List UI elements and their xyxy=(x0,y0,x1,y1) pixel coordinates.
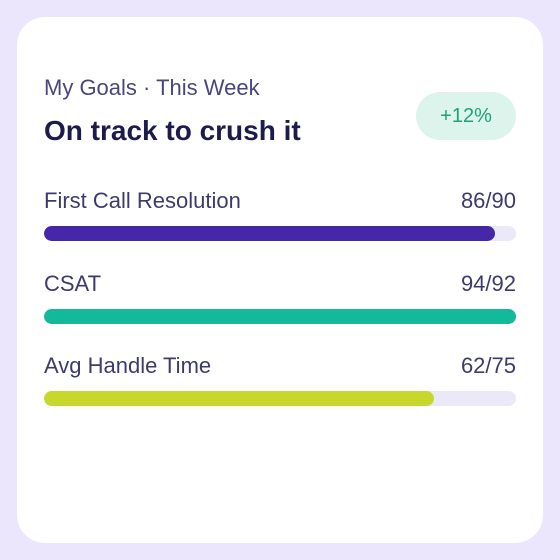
goals-card: My Goals · This Week On track to crush i… xyxy=(17,17,543,543)
goal-header: First Call Resolution 86/90 xyxy=(44,188,516,216)
progress-track xyxy=(44,391,516,406)
progress-track xyxy=(44,226,516,241)
progress-bar xyxy=(44,226,496,241)
goal-label: Avg Handle Time xyxy=(44,353,212,378)
goal-row: CSAT 94/92 xyxy=(44,271,516,324)
goal-label: First Call Resolution xyxy=(44,188,241,213)
goal-progress: 62/75 xyxy=(460,353,516,378)
goal-progress: 86/90 xyxy=(460,188,516,213)
progress-bar xyxy=(44,309,516,324)
trend-badge: +12% xyxy=(416,92,516,140)
goal-row: Avg Handle Time 62/75 xyxy=(44,353,516,406)
goal-row: First Call Resolution 86/90 xyxy=(44,188,516,241)
card-title: On track to crush it xyxy=(44,115,301,146)
goal-header: CSAT 94/92 xyxy=(44,271,516,299)
goal-header: Avg Handle Time 62/75 xyxy=(44,353,516,381)
eyebrow: My Goals · This Week xyxy=(44,75,260,100)
progress-track xyxy=(44,309,516,324)
goal-progress: 94/92 xyxy=(460,271,516,296)
goal-label: CSAT xyxy=(44,271,102,296)
progress-bar xyxy=(44,391,435,406)
